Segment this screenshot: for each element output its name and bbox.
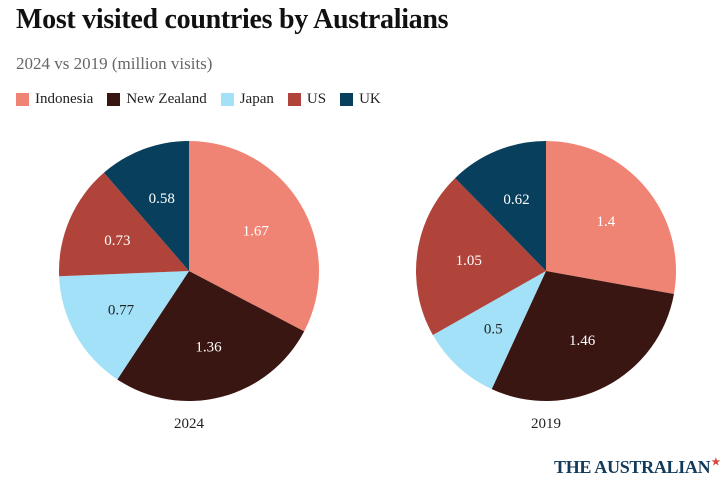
legend-swatch-uk — [340, 93, 354, 106]
legend-label-new-zealand: New Zealand — [126, 91, 207, 107]
legend-label-uk: UK — [359, 91, 381, 107]
legend-item-uk: UK — [340, 91, 381, 108]
legend-swatch-us — [287, 93, 301, 106]
slice-label-2024-indonesia: 1.67 — [243, 224, 270, 240]
legend: Indonesia New Zealand Japan US UK — [16, 91, 395, 108]
legend-label-japan: Japan — [239, 91, 274, 107]
pie-chart-2019: 1.4 1.46 0.5 1.05 0.62 — [415, 141, 676, 401]
slice-2019-japan — [432, 271, 546, 390]
slice-2024-indonesia — [189, 141, 319, 332]
red-star-icon: ★ — [711, 457, 720, 468]
legend-swatch-japan — [220, 93, 234, 106]
slice-label-2019-us: 1.05 — [456, 253, 482, 269]
legend-item-us: US — [287, 91, 327, 108]
slice-label-2024-us: 0.73 — [104, 233, 130, 249]
legend-label-indonesia: Indonesia — [35, 91, 94, 107]
slice-label-2024-uk: 0.58 — [149, 191, 175, 207]
legend-label-us: US — [306, 91, 327, 107]
legend-item-new-zealand: New Zealand — [107, 91, 207, 108]
slice-label-2024-japan: 0.77 — [108, 302, 135, 318]
chart-subtitle: 2024 vs 2019 (million visits) — [16, 54, 213, 73]
pie-caption-2024: 2024 — [174, 416, 205, 432]
chart-title: Most visited countries by Australians — [16, 4, 449, 35]
brand-logo: THE AUSTRALIAN★ — [554, 457, 720, 478]
slice-2024-japan — [59, 271, 189, 380]
legend-swatch-indonesia — [16, 93, 29, 106]
slice-2019-uk — [455, 141, 546, 271]
slice-label-2019-indonesia: 1.4 — [596, 214, 615, 230]
legend-item-japan: Japan — [220, 91, 274, 108]
slice-label-2019-uk: 0.62 — [503, 192, 529, 208]
slice-2019-us — [415, 178, 546, 336]
slice-label-2019-new-zealand: 1.46 — [569, 333, 596, 349]
slice-2019-indonesia — [546, 141, 676, 295]
slice-label-2024-new-zealand: 1.36 — [195, 340, 222, 356]
slice-2024-new-zealand — [117, 271, 305, 401]
slice-2024-us — [59, 172, 189, 277]
pie-caption-2019: 2019 — [531, 416, 561, 432]
brand-name: THE AUSTRALIAN — [553, 457, 711, 477]
slice-2024-uk — [103, 141, 189, 271]
slice-label-2019-japan: 0.5 — [484, 321, 503, 337]
legend-swatch-new-zealand — [107, 93, 121, 106]
pie-chart-2024: 1.67 1.36 0.77 0.73 0.58 — [59, 141, 319, 401]
slice-2019-new-zealand — [491, 271, 674, 401]
legend-item-indonesia: Indonesia — [16, 91, 93, 108]
